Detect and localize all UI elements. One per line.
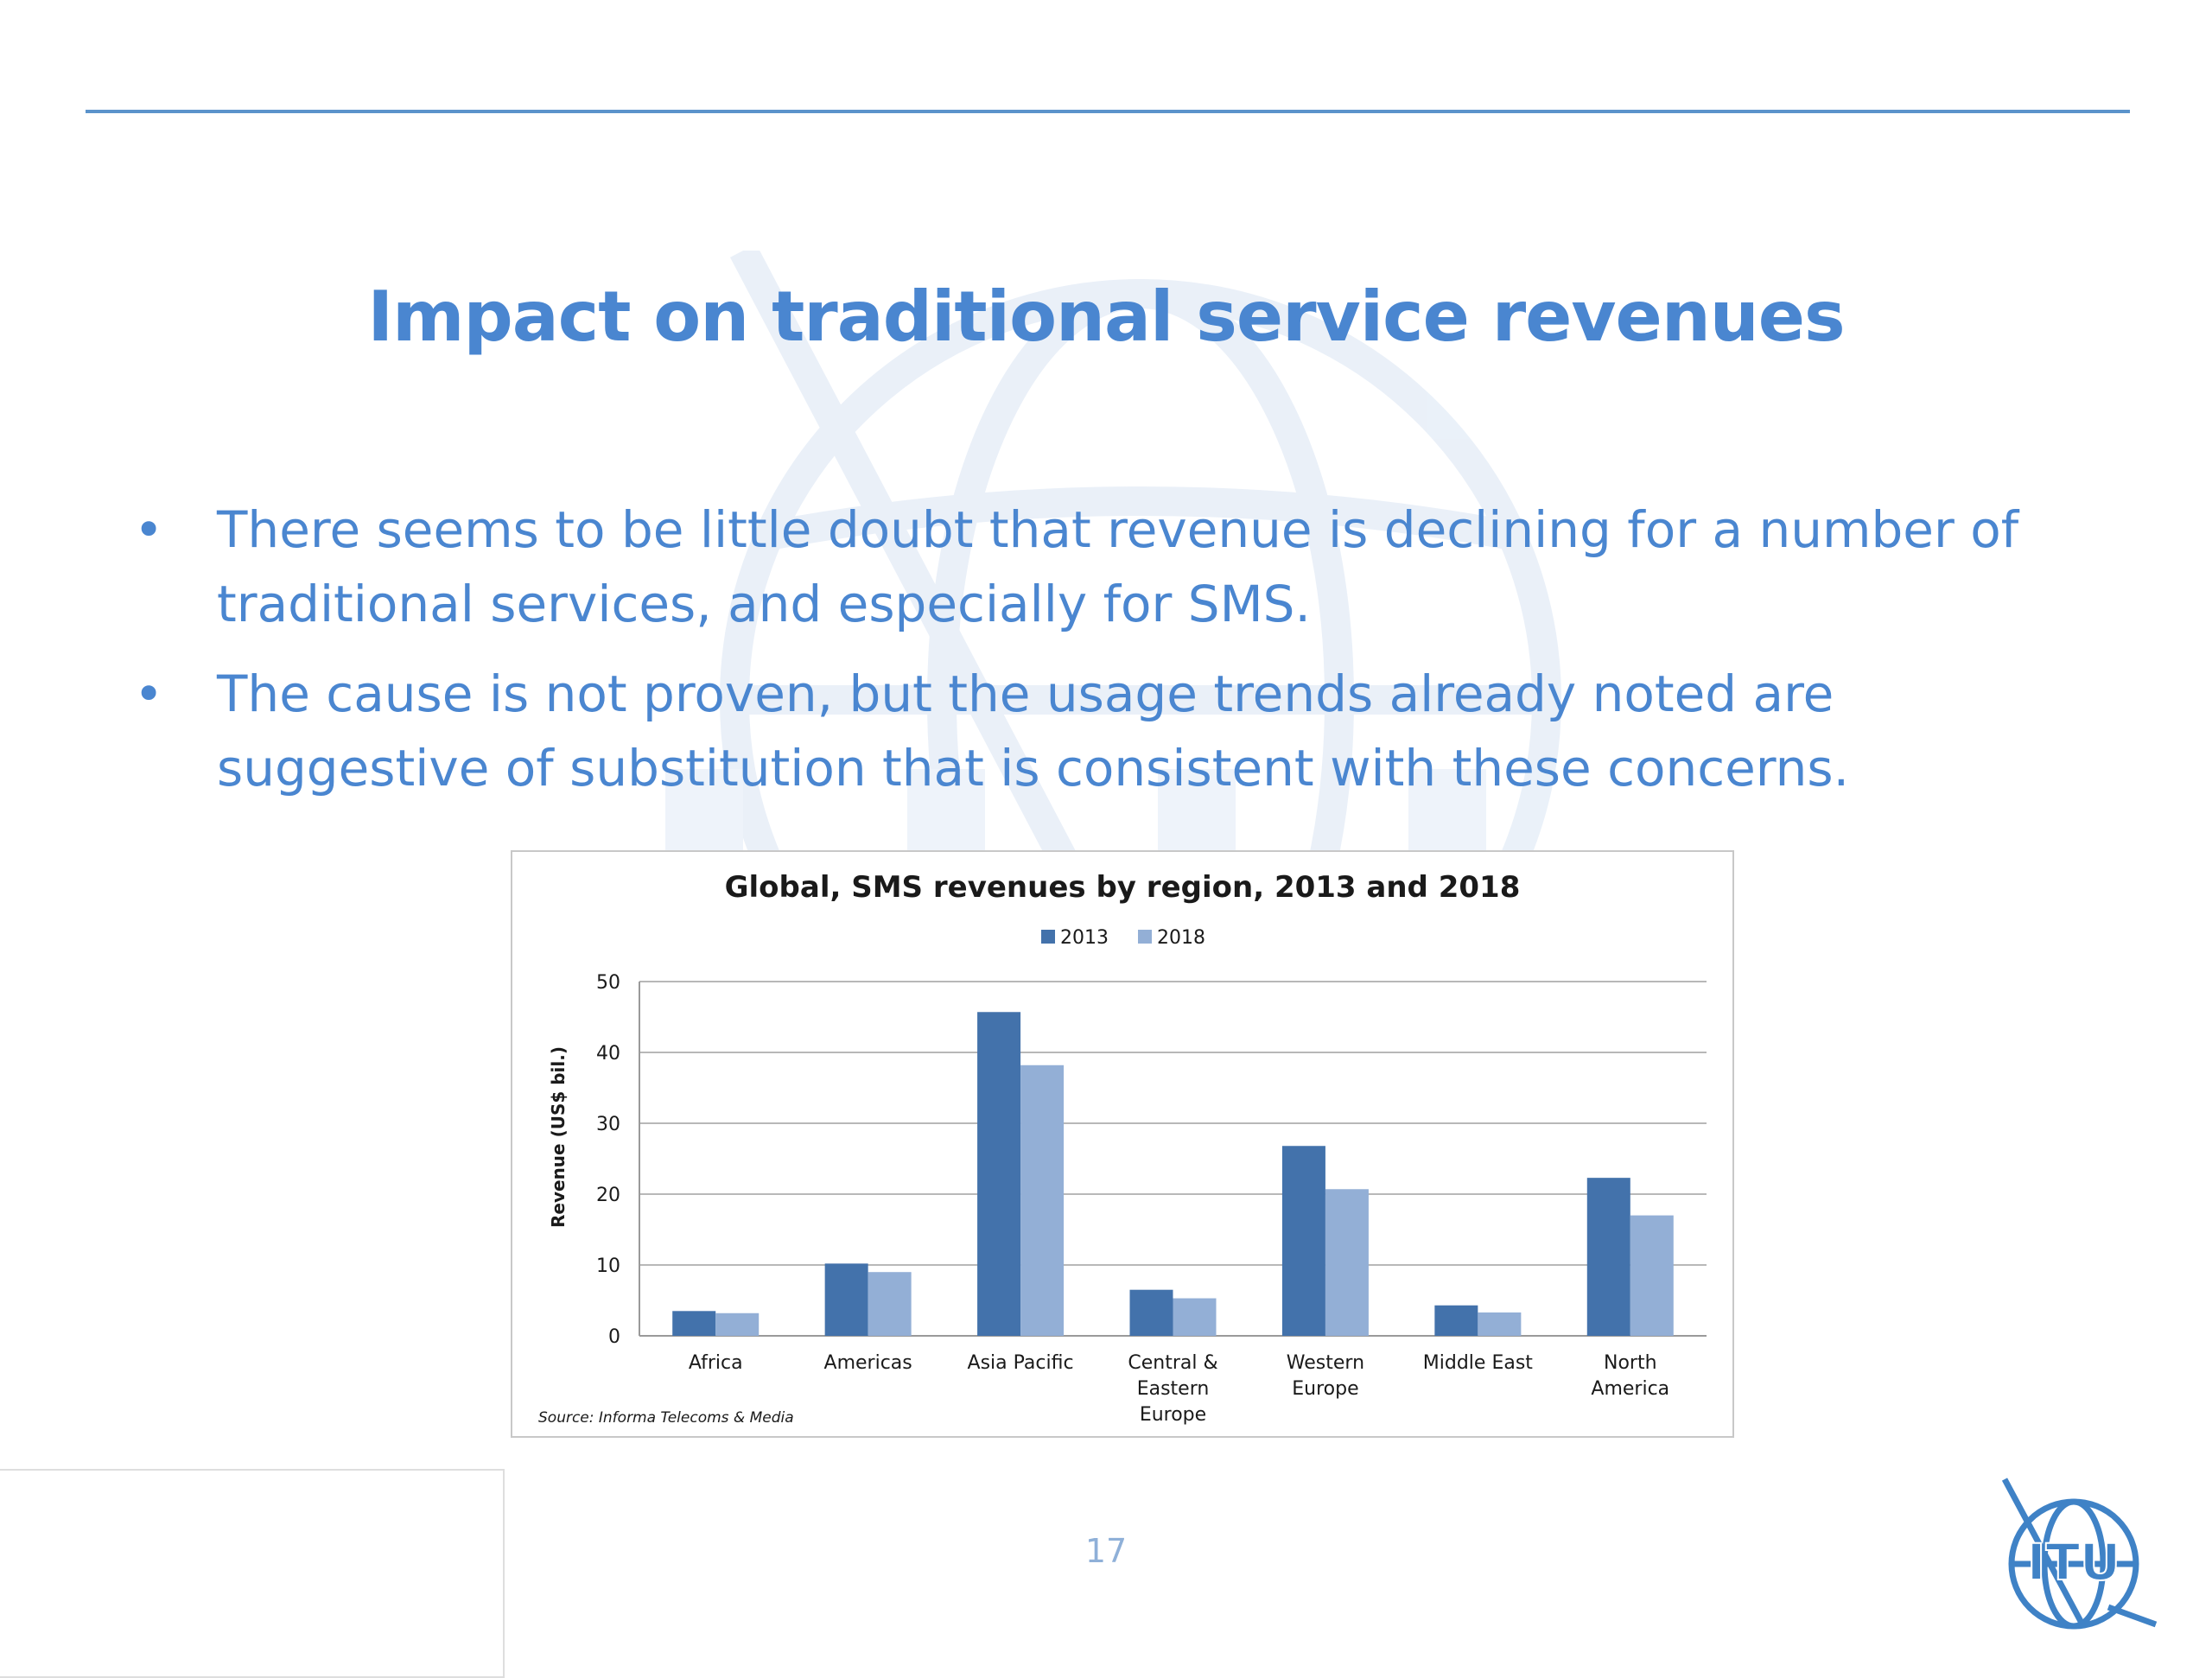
bullet-item: • The cause is not proven, but the usage… [125,657,2113,805]
bar-2013-2 [977,1012,1021,1336]
bar-2018-2 [1020,1065,1065,1336]
itu-logo-text: ITU [2027,1533,2120,1592]
page-number: 17 [1084,1532,1128,1570]
bar-2013-0 [672,1311,716,1336]
bar-2018-0 [715,1313,760,1336]
bar-2018-6 [1630,1215,1674,1336]
x-tick-label: Middle East [1423,1352,1534,1374]
x-tick-label: America [1591,1378,1669,1400]
chart-gridlines [639,981,1707,1337]
bar-2013-5 [1434,1305,1478,1336]
bar-2018-5 [1478,1312,1522,1336]
bar-2013-6 [1586,1178,1630,1336]
bullet-list: • There seems to be little doubt that re… [125,493,2113,821]
y-tick-label: 40 [596,1043,620,1065]
bullet-item: • There seems to be little doubt that re… [125,493,2113,641]
x-tick-label: Asia Pacific [968,1352,1074,1374]
bar-2013-4 [1281,1146,1325,1336]
x-tick-label: Central & [1128,1352,1217,1374]
legend-label-2018: 2018 [1157,927,1205,949]
x-tick-label: Eastern [1137,1378,1210,1400]
y-tick-label: 30 [596,1114,620,1135]
bar-chart: Global, SMS revenues by region, 2013 and… [538,870,1707,1427]
chart-title: Global, SMS revenues by region, 2013 and… [725,870,1521,905]
x-tick-label: Europe [1140,1404,1206,1426]
slide-title: Impact on traditional service revenues [367,276,1845,357]
y-tick-label: 20 [596,1185,620,1206]
y-tick-label: 0 [608,1326,620,1348]
footer-blank-panel [0,1469,505,1678]
chart-legend: 2013 2018 [1041,927,1205,949]
bar-2018-3 [1173,1298,1217,1336]
chart-panel: Global, SMS revenues by region, 2013 and… [511,850,1734,1438]
chart-bars [672,1012,1674,1336]
x-tick-label: Americas [824,1352,912,1374]
bullet-dot: • [134,500,164,559]
x-tick-label: Europe [1292,1378,1358,1400]
y-axis-ticks: 0 10 20 30 40 50 [596,972,620,1348]
bar-2018-4 [1325,1189,1369,1336]
bar-2018-1 [868,1272,912,1336]
y-tick-label: 50 [596,972,620,994]
legend-swatch-2018 [1138,930,1152,944]
bullet-text: The cause is not proven, but the usage t… [217,664,1850,798]
bullet-dot: • [134,664,164,723]
y-axis-label: Revenue (US$ bil.) [548,1046,569,1228]
bar-2013-3 [1129,1289,1173,1336]
chart-source-note: Source: Informa Telecoms & Media [538,1409,794,1427]
x-tick-label: Western [1287,1352,1364,1374]
legend-label-2013: 2013 [1060,927,1109,949]
itu-logo: ITU [2001,1478,2158,1630]
legend-swatch-2013 [1041,930,1055,944]
x-tick-label: Africa [689,1352,743,1374]
x-tick-label: North [1604,1352,1657,1374]
top-divider [86,110,2130,113]
y-tick-label: 10 [596,1255,620,1277]
x-axis-labels: Africa Americas Asia Pacific Central & Easte… [689,1352,1669,1426]
bar-2013-1 [824,1263,868,1336]
bullet-text: There seems to be little doubt that reve… [217,500,2019,633]
